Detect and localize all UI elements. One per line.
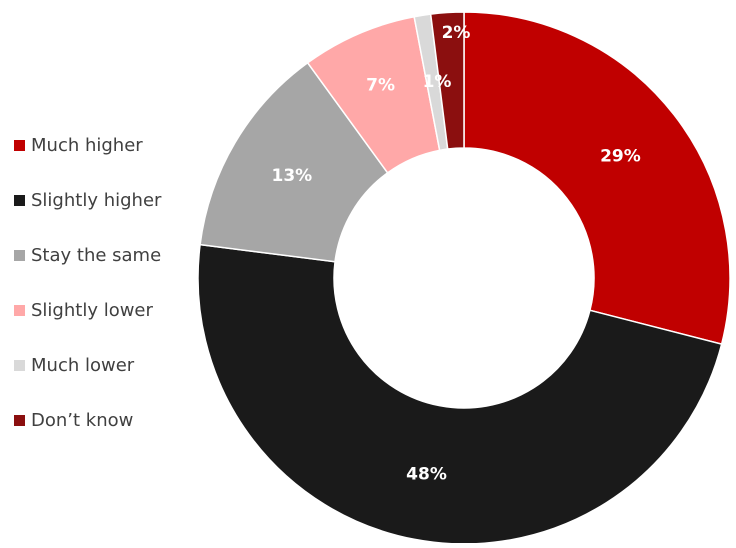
legend-item-slightly-lower: Slightly lower bbox=[14, 283, 161, 338]
legend-item-much-lower: Much lower bbox=[14, 338, 161, 393]
legend-swatch bbox=[14, 195, 25, 206]
legend-label: Slightly lower bbox=[31, 300, 153, 321]
data-label-slightly-lower: 7% bbox=[366, 75, 395, 95]
legend-swatch bbox=[14, 305, 25, 316]
slice-slightly-higher bbox=[197, 243, 723, 545]
legend-swatch bbox=[14, 415, 25, 426]
legend-item-stay-the-same: Stay the same bbox=[14, 228, 161, 283]
legend-label: Much lower bbox=[31, 355, 135, 376]
slice-don-t-know bbox=[429, 11, 465, 150]
legend-item-don-t-know: Don’t know bbox=[14, 393, 161, 448]
legend-label: Much higher bbox=[31, 135, 143, 156]
legend-label: Don’t know bbox=[31, 410, 134, 431]
data-label-much-higher: 29% bbox=[600, 147, 641, 167]
data-label-stay-the-same: 13% bbox=[272, 166, 313, 186]
legend-label: Stay the same bbox=[31, 245, 162, 266]
legend-swatch bbox=[14, 360, 25, 371]
slice-much-higher bbox=[463, 11, 731, 346]
legend-label: Slightly higher bbox=[31, 190, 162, 211]
data-label-much-lower: 1% bbox=[423, 72, 452, 92]
legend-swatch bbox=[14, 140, 25, 151]
chart-legend: Much higher Slightly higher Stay the same S… bbox=[14, 118, 161, 448]
data-label-slightly-higher: 48% bbox=[406, 464, 447, 484]
legend-swatch bbox=[14, 250, 25, 261]
legend-item-much-higher: Much higher bbox=[14, 118, 161, 173]
legend-item-slightly-higher: Slightly higher bbox=[14, 173, 161, 228]
data-label-don-t-know: 2% bbox=[442, 23, 471, 43]
